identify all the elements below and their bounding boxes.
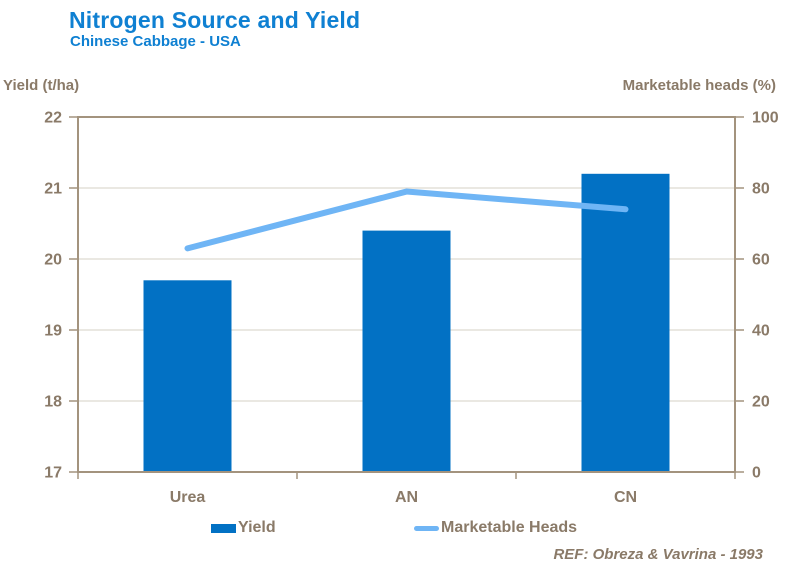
left-axis-tick-label: 19	[44, 323, 62, 340]
right-axis-tick-label: 100	[752, 110, 779, 127]
left-axis-tick-label: 22	[44, 110, 62, 127]
legend-marketable-label: Marketable Heads	[441, 519, 578, 536]
reference-text: REF: Obreza & Vavrina - 1993	[553, 546, 763, 563]
chart-subtitle: Chinese Cabbage - USA	[70, 33, 241, 50]
marketable-heads-swatch-icon	[414, 525, 439, 531]
right-axis-title: Marketable heads (%)	[622, 77, 776, 94]
right-axis-tick-label: 40	[752, 323, 770, 340]
bar-urea	[143, 280, 232, 472]
yield-swatch-icon	[211, 523, 236, 533]
legend-item-marketable-heads: Marketable Heads	[414, 518, 577, 538]
bar-an	[362, 230, 451, 472]
left-axis-tick-label: 17	[44, 465, 62, 482]
category-label-urea: Urea	[170, 489, 206, 506]
right-axis-tick-label: 0	[752, 465, 761, 482]
left-axis-title: Yield (t/ha)	[3, 77, 80, 94]
chart-title: Nitrogen Source and Yield	[69, 7, 361, 33]
right-axis-tick-label: 80	[752, 181, 770, 198]
bar-cn	[581, 173, 670, 473]
legend-yield-label: Yield	[238, 519, 276, 536]
right-axis-tick-label: 20	[752, 394, 770, 411]
right-axis-tick-label: 60	[752, 252, 770, 269]
left-axis-tick-label: 21	[44, 181, 62, 198]
left-axis-tick-label: 20	[44, 252, 62, 269]
marketable-heads-line	[184, 188, 629, 252]
legend-item-yield: Yield	[211, 518, 276, 538]
category-label-cn: CN	[614, 489, 637, 506]
plot-border	[77, 116, 736, 473]
category-label-an: AN	[395, 489, 418, 506]
left-axis-tick-label: 18	[44, 394, 62, 411]
